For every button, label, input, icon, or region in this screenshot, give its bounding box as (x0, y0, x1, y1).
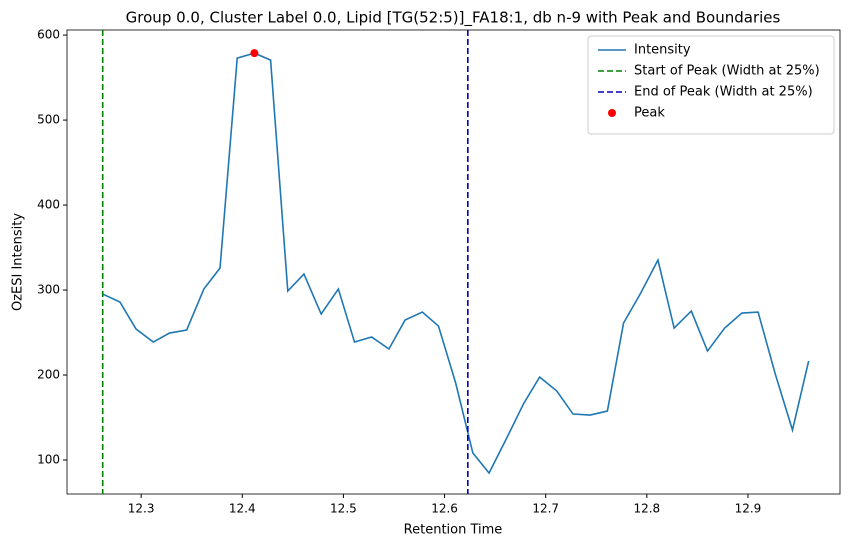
legend-label: End of Peak (Width at 25%) (634, 85, 813, 100)
peak-point (250, 49, 259, 58)
y-tick-label: 200 (37, 368, 60, 382)
y-tick-label: 600 (37, 28, 60, 42)
x-tick-label: 12.3 (128, 502, 155, 516)
y-tick-label: 100 (37, 453, 60, 467)
x-axis-label: Retention Time (404, 523, 503, 538)
legend-marker (608, 109, 616, 117)
legend-box (587, 35, 835, 135)
y-axis-label: OzESI Intensity (11, 213, 26, 311)
intensity-line (102, 52, 810, 475)
x-tick-label: 12.6 (431, 502, 458, 516)
x-tick-label: 12.5 (330, 502, 357, 516)
x-tick-label: 12.4 (229, 502, 256, 516)
x-tick-label: 12.7 (532, 502, 559, 516)
legend-label: Start of Peak (Width at 25%) (634, 64, 820, 79)
plot-frame (66, 29, 841, 495)
legend-label: Intensity (634, 43, 691, 58)
y-tick-label: 500 (37, 113, 60, 127)
x-tick-label: 12.8 (633, 502, 660, 516)
chart-title: Group 0.0, Cluster Label 0.0, Lipid [TG(… (126, 9, 781, 28)
y-tick-label: 300 (37, 283, 60, 297)
legend-label: Peak (634, 106, 665, 121)
y-tick-label: 400 (37, 198, 60, 212)
x-tick-label: 12.9 (735, 502, 762, 516)
